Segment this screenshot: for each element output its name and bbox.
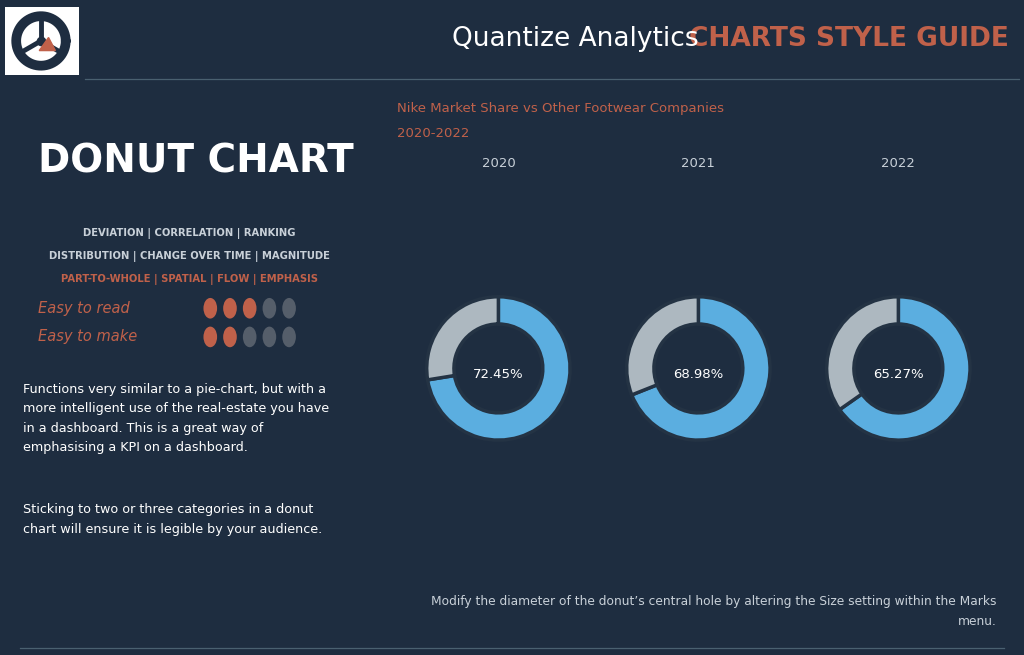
- Text: Quantize Analytics: Quantize Analytics: [452, 26, 707, 52]
- Text: Sticking to two or three categories in a donut
chart will ensure it is legible b: Sticking to two or three categories in a…: [23, 503, 322, 536]
- Circle shape: [283, 298, 296, 318]
- Wedge shape: [428, 297, 570, 440]
- FancyBboxPatch shape: [5, 7, 79, 75]
- Text: 2021: 2021: [681, 157, 716, 170]
- Text: 65.27%: 65.27%: [873, 367, 924, 381]
- Text: 2022: 2022: [882, 157, 915, 170]
- Text: Nike Market Share vs Other Footwear Companies: Nike Market Share vs Other Footwear Comp…: [397, 102, 724, 115]
- Text: Functions very similar to a pie-chart, but with a
more intelligent use of the re: Functions very similar to a pie-chart, b…: [23, 383, 329, 455]
- Polygon shape: [39, 37, 55, 50]
- Text: DEVIATION | CORRELATION | RANKING: DEVIATION | CORRELATION | RANKING: [83, 228, 296, 239]
- Text: 2020-2022: 2020-2022: [397, 127, 469, 140]
- Circle shape: [223, 298, 237, 318]
- Circle shape: [204, 327, 217, 347]
- Text: Easy to make: Easy to make: [38, 329, 137, 345]
- Circle shape: [204, 298, 217, 318]
- Text: PART-TO-WHOLE | SPATIAL | FLOW | EMPHASIS: PART-TO-WHOLE | SPATIAL | FLOW | EMPHASI…: [61, 274, 317, 285]
- Text: 2020: 2020: [481, 157, 515, 170]
- Text: Easy to read: Easy to read: [38, 301, 130, 316]
- Text: 72.45%: 72.45%: [473, 367, 523, 381]
- Circle shape: [223, 327, 237, 347]
- Text: DONUT CHART: DONUT CHART: [38, 142, 353, 180]
- Wedge shape: [826, 297, 898, 409]
- Wedge shape: [632, 297, 770, 440]
- Text: Modify the diameter of the donut’s central hole by altering the Size setting wit: Modify the diameter of the donut’s centr…: [431, 595, 996, 627]
- Circle shape: [283, 327, 296, 347]
- Wedge shape: [840, 297, 970, 440]
- Wedge shape: [627, 297, 698, 395]
- Text: CHARTS STYLE GUIDE: CHARTS STYLE GUIDE: [689, 26, 1009, 52]
- Circle shape: [243, 298, 256, 318]
- Text: DISTRIBUTION | CHANGE OVER TIME | MAGNITUDE: DISTRIBUTION | CHANGE OVER TIME | MAGNIT…: [49, 251, 330, 262]
- Text: 68.98%: 68.98%: [673, 367, 724, 381]
- Circle shape: [262, 327, 276, 347]
- Circle shape: [262, 298, 276, 318]
- Circle shape: [243, 327, 256, 347]
- Wedge shape: [427, 297, 499, 380]
